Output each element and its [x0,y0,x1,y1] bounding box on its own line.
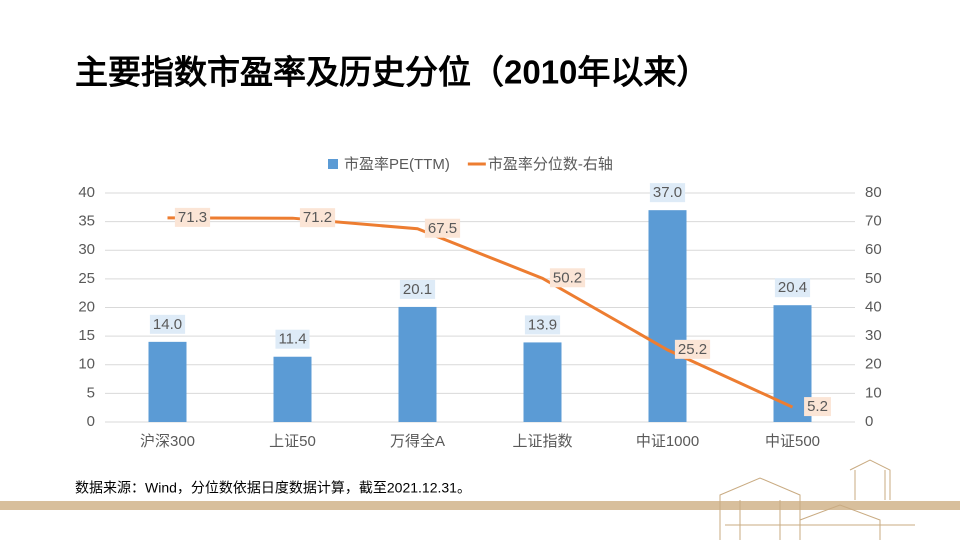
x-tick-label: 中证1000 [636,433,699,450]
data-label-text: 71.3 [178,209,207,226]
data-label: 25.2 [674,339,711,359]
y-tick-label: 35 [78,213,95,230]
data-label-bg [399,279,436,299]
y2-tick-label: 40 [865,298,882,315]
data-label-text: 5.2 [807,398,828,415]
bar [148,341,187,422]
y2-tick-label: 10 [865,384,882,401]
data-label-bg [424,218,461,238]
y-tick-label: 30 [78,241,95,258]
y2-tick-label: 70 [865,213,882,230]
legend-swatch [328,159,338,169]
legend: 市盈率PE(TTM) 市盈率分位数-右轴 [328,156,613,173]
data-label-bg [649,183,686,203]
source-note: 数据来源：Wind，分位数依据日度数据计算，截至2021.12.31。 [75,480,471,496]
decor-band [0,501,960,510]
data-label: 11.4 [275,329,310,349]
y-tick-label: 25 [78,270,95,287]
y-tick-label: 20 [78,298,95,315]
data-label-bg [299,208,336,228]
x-tick-label: 沪深300 [140,433,195,450]
data-label-text: 20.1 [403,281,432,298]
data-label-bg [774,278,811,298]
chart-title: 主要指数市盈率及历史分位（2010年以来） [75,54,709,91]
y-tick-label: 10 [78,356,95,373]
y-tick-label: 40 [78,184,95,201]
data-label-bg [149,314,186,334]
data-label-bg [275,329,310,349]
data-label-bg [804,397,831,417]
data-label-text: 13.9 [528,316,557,333]
data-label-text: 11.4 [278,331,306,348]
x-tick-label: 上证指数 [512,433,572,450]
data-label-text: 14.0 [153,316,182,333]
y2-tick-label: 50 [865,270,882,287]
data-label-text: 67.5 [428,220,457,237]
data-label: 50.2 [549,268,586,288]
decor-building [719,459,915,540]
bar [523,342,562,422]
y-tick-label: 15 [78,327,95,344]
data-label: 5.2 [804,397,831,417]
data-label-text: 37.0 [653,184,682,201]
bar [273,356,312,422]
data-label: 71.3 [174,207,211,227]
data-label: 14.0 [149,314,186,334]
legend-label: 市盈率PE(TTM) [344,156,450,173]
data-label: 67.5 [424,218,461,238]
y2-tick-label: 0 [865,413,873,430]
data-label: 20.1 [399,279,436,299]
y2-tick-label: 20 [865,356,882,373]
data-label-bg [174,207,211,227]
line [167,216,794,409]
data-label: 37.0 [649,183,686,203]
bar [648,210,687,422]
y-tick-label: 0 [87,413,95,430]
y-tick-label: 5 [87,384,95,401]
data-label-bg [524,315,561,335]
data-label: 20.4 [774,278,811,298]
data-label: 71.2 [299,208,336,228]
x-tick-label: 中证500 [765,433,820,450]
y2-tick-label: 80 [865,184,882,201]
x-tick-label: 上证50 [269,433,316,450]
data-label-text: 50.2 [553,269,582,286]
y2-tick-label: 30 [865,327,882,344]
data-label-bg [674,339,711,359]
data-label-bg [549,268,586,288]
data-label-text: 20.4 [778,279,807,296]
y2-tick-label: 60 [865,241,882,258]
data-label: 13.9 [524,315,561,335]
legend-label: 市盈率分位数-右轴 [488,156,613,173]
bar [398,306,437,422]
x-tick-label: 万得全A [390,432,445,450]
data-label-text: 25.2 [678,341,707,358]
data-label-text: 71.2 [303,209,332,226]
